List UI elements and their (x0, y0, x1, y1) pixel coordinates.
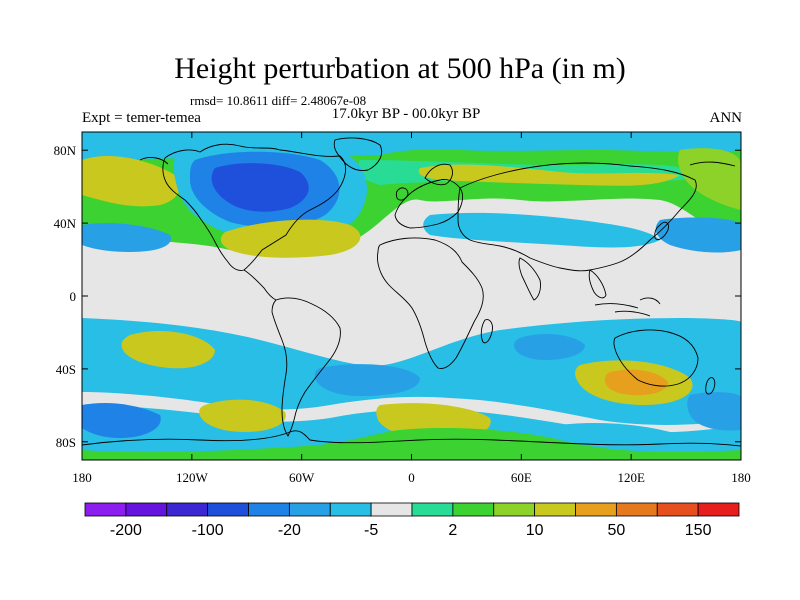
colorbar-label: -20 (278, 522, 301, 539)
coastline-british-isles (395, 187, 409, 201)
colorbar-swatch (207, 502, 249, 517)
map-title: Height perturbation at 500 hPa (in m) (174, 52, 626, 85)
field-region (687, 392, 741, 431)
colorbar-label: 10 (526, 522, 544, 539)
colorbar-swatch (656, 502, 699, 517)
colorbar-label: 2 (448, 522, 457, 539)
coastline-madagascar (480, 319, 493, 344)
field-region (199, 399, 286, 432)
field-region (82, 155, 180, 207)
lat-tick-label: 80N (54, 143, 77, 158)
colorbar-swatch (411, 502, 454, 517)
colorbar-label: -100 (192, 522, 224, 539)
time-period-label: 17.0kyr BP - 00.0kyr BP (331, 106, 481, 122)
coastline-new-zealand (705, 377, 716, 395)
field-region (121, 330, 215, 369)
lat-tick-label: 0 (70, 289, 77, 304)
field-region (82, 403, 161, 438)
lon-tick-label: 180 (731, 470, 751, 485)
lon-tick-label: 180 (72, 470, 92, 485)
field-region (82, 392, 741, 433)
field-region (418, 164, 680, 186)
coastline-asia (457, 162, 697, 272)
coastline-north-america (162, 143, 347, 271)
coastline-central-america (243, 269, 277, 301)
field-region (314, 364, 420, 396)
field-region (605, 369, 668, 396)
lon-tick-label: 60E (511, 470, 532, 485)
colorbar-swatch (125, 502, 168, 517)
colorbar-labels: -200 -100 -20 -5 2 10 50 150 (110, 522, 712, 539)
lon-tick-label: 120E (617, 470, 645, 485)
colorbar-label: 50 (607, 522, 625, 539)
coastline-indochina (588, 269, 607, 299)
longitude-axis: 180 120W 60W 0 60E 120E 180 (72, 132, 751, 485)
field-region (211, 163, 309, 212)
field-region (220, 219, 361, 258)
coastline-scandinavia (424, 163, 453, 186)
rmsd-diff-stats: rmsd= 10.8611 diff= 2.48067e-08 (190, 93, 367, 108)
lon-tick-label: 120W (176, 470, 209, 485)
colorbar-label: -200 (110, 522, 142, 539)
colorbar-swatch (615, 502, 658, 517)
coastline-india (518, 257, 541, 301)
lon-tick-label: 0 (408, 470, 415, 485)
colorbar-label: 150 (685, 522, 712, 539)
coastline-africa (377, 237, 484, 369)
coastline-alaska (139, 157, 169, 165)
field-region (655, 217, 741, 253)
field-region (82, 223, 171, 252)
lat-tick-label: 40S (56, 362, 76, 377)
coastline-antarctica (82, 430, 741, 447)
colorbar-swatch (493, 502, 536, 517)
season-label: ANN (709, 110, 743, 126)
colorbar-swatch (166, 502, 209, 517)
lon-tick-label: 60W (289, 470, 315, 485)
coastline-indonesia (594, 297, 661, 317)
colorbar-swatch (248, 502, 290, 517)
field-region (82, 428, 741, 460)
colorbar-swatch (329, 502, 372, 517)
colorbar-swatch (697, 502, 740, 517)
colorbar-swatch (84, 502, 127, 517)
colorbar-swatch (575, 502, 617, 517)
latitude-axis: 80N 40N 0 40S 80S (54, 143, 741, 450)
coastline-siberia (689, 161, 736, 167)
field-region (514, 334, 585, 360)
colorbar-label: -5 (364, 522, 378, 539)
coastline-europe (394, 179, 464, 229)
experiment-label: Expt = temer-temea (82, 110, 201, 126)
colorbar-swatch (370, 502, 413, 517)
colorbar-swatch (534, 502, 576, 517)
coastline-greenland (333, 137, 383, 171)
field-region (423, 212, 660, 248)
coastline-australia (613, 329, 699, 387)
coastlines (82, 137, 741, 447)
height-field (82, 132, 741, 460)
lat-tick-label: 80S (56, 435, 76, 450)
lat-tick-label: 40N (54, 216, 77, 231)
colorbar-swatch (288, 502, 331, 517)
coastline-south-america (271, 297, 341, 437)
field-region (558, 423, 680, 444)
coastline-japan (654, 221, 669, 241)
colorbar (84, 502, 740, 517)
colorbar-swatch (452, 502, 495, 517)
